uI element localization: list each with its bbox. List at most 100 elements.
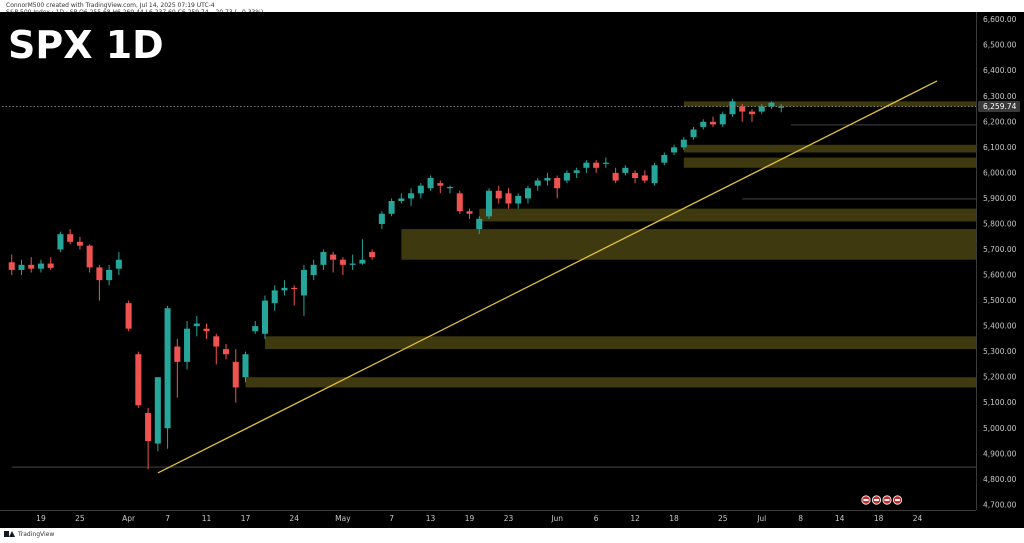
tradingview-logo-icon bbox=[4, 530, 15, 538]
candle-body bbox=[300, 269, 307, 296]
candle-body bbox=[28, 264, 35, 269]
last-price-tag bbox=[978, 101, 1020, 113]
price-tick-label: 5,600.00 bbox=[983, 271, 1017, 280]
candle-body bbox=[651, 165, 658, 184]
candle-body bbox=[408, 193, 415, 199]
price-tick-label: 5,400.00 bbox=[983, 322, 1017, 331]
candle-body bbox=[320, 252, 327, 265]
candle-body bbox=[271, 290, 278, 304]
trendline-segment bbox=[157, 80, 938, 474]
candlestick-chart[interactable]: SPX 1D 6,600.006,500.006,400.006,300.006… bbox=[0, 12, 1024, 528]
time-tick-label: 11 bbox=[202, 514, 212, 523]
candle-body bbox=[203, 328, 210, 332]
candle-body bbox=[369, 252, 376, 258]
price-tick-label: 6,100.00 bbox=[983, 143, 1017, 152]
candle-body bbox=[710, 121, 717, 125]
candle-body bbox=[281, 287, 288, 291]
plot-background bbox=[0, 12, 1024, 528]
price-tick-label: 6,600.00 bbox=[983, 15, 1017, 24]
us-flag-event-icon-stripe bbox=[874, 499, 879, 501]
time-axis[interactable]: 19 25 Apr 7 11 17 24 May 7 13 19 23 Jun 6 12 18 25 Jul 8 14… bbox=[0, 510, 976, 528]
time-tick-label: 7 bbox=[165, 514, 170, 523]
price-tick-label: 5,000.00 bbox=[983, 424, 1017, 433]
time-tick-label: 19 bbox=[36, 514, 46, 523]
price-tick-label: 6,500.00 bbox=[983, 41, 1017, 50]
candle-body bbox=[661, 155, 668, 163]
trendline[interactable] bbox=[157, 80, 938, 474]
candle-body bbox=[671, 147, 678, 153]
candle-body bbox=[417, 185, 424, 194]
time-tick-label: 19 bbox=[465, 514, 475, 523]
candle-body bbox=[554, 178, 561, 189]
candle-body bbox=[252, 326, 259, 332]
candle-body bbox=[515, 195, 522, 204]
candle-body bbox=[184, 328, 191, 362]
candles bbox=[8, 98, 785, 470]
candle-body bbox=[349, 263, 356, 265]
candle-body bbox=[719, 114, 726, 125]
candle-body bbox=[680, 139, 687, 148]
us-flag-event-icon-stripe bbox=[884, 499, 890, 501]
event-markers[interactable] bbox=[861, 495, 903, 505]
time-tick-label: 12 bbox=[630, 514, 640, 523]
us-flag-event-icon-stripe bbox=[895, 499, 900, 501]
candle-body bbox=[758, 106, 765, 112]
price-tick-label: 6,200.00 bbox=[983, 117, 1017, 126]
candle-body bbox=[690, 129, 697, 138]
time-axis-background bbox=[0, 510, 976, 528]
price-tick-label: 4,800.00 bbox=[983, 475, 1017, 484]
candle-body bbox=[378, 213, 385, 224]
candle-body bbox=[242, 354, 249, 378]
candle-body bbox=[778, 106, 785, 108]
time-tick-label: 8 bbox=[798, 514, 803, 523]
candle-body bbox=[748, 111, 755, 115]
chart-watermark: SPX 1D bbox=[8, 23, 164, 67]
candle-body bbox=[145, 412, 152, 442]
time-tick-label: 24 bbox=[913, 514, 923, 523]
zone-rect bbox=[683, 101, 986, 107]
candle-body bbox=[76, 241, 83, 246]
candle-body bbox=[164, 308, 171, 429]
candle-body bbox=[8, 262, 15, 270]
candle-body bbox=[193, 323, 200, 327]
support-zones bbox=[11, 101, 986, 468]
candle-body bbox=[339, 259, 346, 265]
time-tick-label: 6 bbox=[594, 514, 599, 523]
zone-rect bbox=[11, 466, 986, 468]
last-price-label: 6,259.74 bbox=[983, 102, 1017, 111]
time-tick-label: 18 bbox=[669, 514, 679, 523]
candle-body bbox=[174, 346, 181, 362]
price-tick-label: 5,200.00 bbox=[983, 373, 1017, 382]
time-tick-label: 25 bbox=[75, 514, 85, 523]
candle-body bbox=[310, 264, 317, 276]
candle-body bbox=[612, 172, 619, 181]
candle-body bbox=[115, 259, 122, 269]
candle-body bbox=[213, 336, 220, 347]
candle-body bbox=[632, 172, 639, 178]
zone-rect bbox=[683, 144, 986, 153]
zone-rect bbox=[790, 124, 986, 126]
price-tick-label: 5,100.00 bbox=[983, 398, 1017, 407]
candle-body bbox=[768, 102, 775, 107]
candle-body bbox=[135, 354, 142, 406]
candle-body bbox=[106, 269, 113, 281]
candle-body bbox=[388, 200, 395, 214]
candle-body bbox=[476, 218, 483, 230]
candle-body bbox=[57, 234, 64, 250]
candle-body bbox=[125, 303, 132, 329]
candle-body bbox=[18, 264, 25, 270]
price-tick-label: 4,900.00 bbox=[983, 449, 1017, 458]
time-tick-label: Jun bbox=[550, 514, 563, 523]
candle-body bbox=[67, 234, 74, 242]
candle-body bbox=[437, 183, 444, 186]
price-axis[interactable]: 6,600.00 6,500.00 6,400.00 6,300.00 6,200.00… bbox=[976, 12, 1024, 528]
candle-body bbox=[86, 245, 93, 268]
candle-body bbox=[602, 162, 609, 164]
candle-body bbox=[261, 300, 268, 334]
candle-body bbox=[232, 361, 239, 388]
time-tick-label: 17 bbox=[241, 514, 251, 523]
time-tick-label: 18 bbox=[874, 514, 884, 523]
candle-body bbox=[359, 259, 366, 264]
price-tick-label: 6,000.00 bbox=[983, 168, 1017, 177]
candle-body bbox=[398, 198, 405, 201]
